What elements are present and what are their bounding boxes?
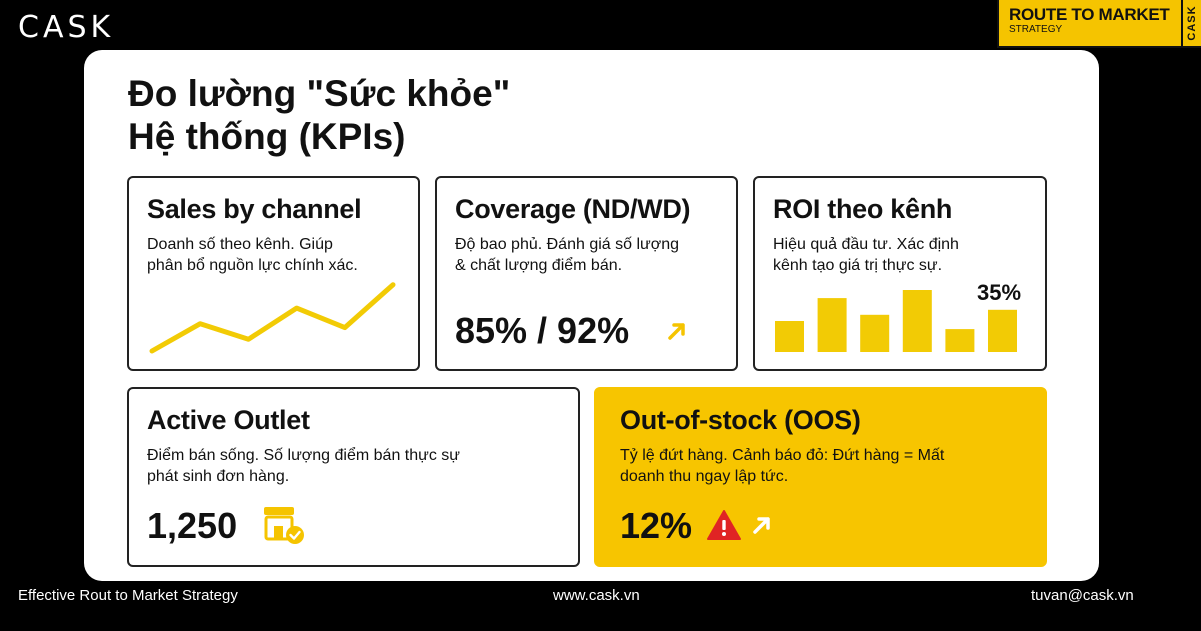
roi-bar xyxy=(775,321,804,352)
arrow-up-right-icon xyxy=(753,517,770,534)
roi-metric: 35% xyxy=(977,280,1022,305)
card-description-line: phát sinh đơn hàng. xyxy=(147,468,290,485)
card-description-line: Điểm bán sống. Số lượng điểm bán thực sự xyxy=(147,447,460,464)
card-description-line: doanh thu ngay lập tức. xyxy=(620,468,789,485)
card-active-outlet: Active Outlet Điểm bán sống. Số lượng đi… xyxy=(127,387,580,567)
badge-subtitle: STRATEGY xyxy=(1009,24,1063,35)
page-title-line-2: Hệ thống (KPIs) xyxy=(128,116,406,157)
card-description-line: Doanh số theo kênh. Giúp xyxy=(147,236,333,253)
card-description-line: & chất lượng điểm bán. xyxy=(455,257,623,274)
roi-bar xyxy=(860,314,890,352)
roi-bar-chart xyxy=(775,290,1017,352)
card-description-line: Độ bao phủ. Đánh giá số lượng xyxy=(455,236,680,253)
warning-icon xyxy=(707,510,741,540)
trend-line-path xyxy=(149,282,396,354)
card-title: Active Outlet xyxy=(147,405,310,435)
sales-trend-line xyxy=(149,282,396,354)
card-out-of-stock: Out-of-stock (OOS) Tỷ lệ đứt hàng. Cảnh … xyxy=(594,387,1047,567)
kpi-panel: Đo lường "Sức khỏe" Hệ thống (KPIs) Sale… xyxy=(84,50,1099,581)
badge-side-tab: CASK xyxy=(1181,0,1201,48)
cask-logo: CASK xyxy=(18,10,115,45)
card-roi-theo-kenh: ROI theo kênh Hiệu quả đầu tư. Xác định … xyxy=(753,176,1047,371)
route-to-market-badge: ROUTE TO MARKET STRATEGY CASK xyxy=(997,0,1201,48)
card-title: Sales by channel xyxy=(147,194,362,224)
card-description-line: Hiệu quả đầu tư. Xác định xyxy=(773,236,959,253)
footer-website-link[interactable]: www.cask.vn xyxy=(553,587,640,604)
coverage-metric: 85% / 92% xyxy=(455,310,630,351)
page-title: Đo lường "Sức khỏe" Hệ thống (KPIs) xyxy=(128,72,510,158)
active-outlet-metric: 1,250 xyxy=(147,505,238,546)
badge-side-label: CASK xyxy=(1186,5,1198,41)
badge-title: ROUTE TO MARKET xyxy=(1009,5,1170,24)
roi-bar xyxy=(945,329,975,352)
card-title: Coverage (ND/WD) xyxy=(455,194,691,224)
card-description: Doanh số theo kênh. Giúp phân bổ nguồn l… xyxy=(147,234,358,276)
card-coverage: Coverage (ND/WD) Độ bao phủ. Đánh giá số… xyxy=(435,176,738,371)
oos-metric: 12% xyxy=(620,505,693,546)
card-title: Out-of-stock (OOS) xyxy=(620,405,861,435)
arrow-up-right-icon xyxy=(668,323,685,340)
store-check-icon xyxy=(264,507,304,544)
footer-email-link[interactable]: tuvan@cask.vn xyxy=(1031,587,1134,604)
badge-text-block: ROUTE TO MARKET STRATEGY xyxy=(997,0,1181,48)
roi-bar xyxy=(817,298,847,352)
card-description: Hiệu quả đầu tư. Xác định kênh tạo giá t… xyxy=(773,234,959,276)
page-title-line-1: Đo lường "Sức khỏe" xyxy=(128,73,511,114)
card-sales-by-channel: Sales by channel Doanh số theo kênh. Giú… xyxy=(127,176,420,371)
roi-bar xyxy=(902,290,932,352)
card-description-line: kênh tạo giá trị thực sự. xyxy=(773,257,943,274)
card-title: ROI theo kênh xyxy=(773,194,953,224)
card-description: Độ bao phủ. Đánh giá số lượng & chất lượ… xyxy=(455,234,679,276)
card-description: Tỷ lệ đứt hàng. Cảnh báo đỏ: Đứt hàng = … xyxy=(620,445,944,487)
card-description-line: phân bổ nguồn lực chính xác. xyxy=(147,257,358,274)
footer-tagline: Effective Rout to Market Strategy xyxy=(18,587,238,604)
card-description-line: Tỷ lệ đứt hàng. Cảnh báo đỏ: Đứt hàng = … xyxy=(620,447,945,464)
roi-bar xyxy=(988,309,1017,352)
card-description: Điểm bán sống. Số lượng điểm bán thực sự… xyxy=(147,445,460,487)
